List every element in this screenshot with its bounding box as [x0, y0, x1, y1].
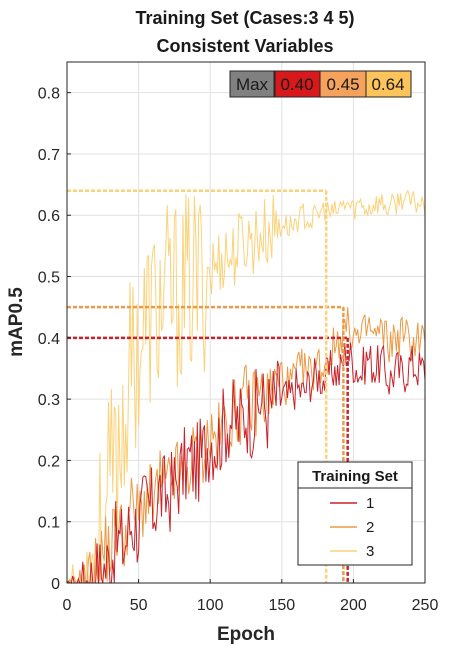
y-tick-label: 0.2 [38, 453, 60, 470]
chart-title-line1: Training Set (Cases:3 4 5) [135, 8, 354, 28]
max-value-cell-1 [274, 70, 321, 98]
y-axis-label: mAP0.5 [6, 287, 27, 357]
tick-layer: 0 0.1 0.2 0.3 0.4 0.5 0.6 0.7 0.8 0 50 100 150 200 250 [38, 86, 439, 614]
legend: Training Set 1 2 3 [297, 461, 413, 566]
max-value-3: 0.64 [371, 75, 404, 94]
grid-layer [66, 62, 426, 584]
max-value-cell-3 [365, 70, 412, 98]
legend-entry-1: 1 [366, 495, 374, 512]
max-value-cell-2 [319, 70, 367, 98]
series-line-1 [66, 342, 426, 584]
y-tick-label: 0.8 [38, 86, 60, 103]
y-tick-label: 0.4 [38, 331, 60, 348]
max-label: Max [236, 75, 269, 94]
legend-title: Training Set [312, 468, 398, 485]
series-line-3 [67, 189, 426, 584]
x-tick-label: 150 [268, 597, 295, 614]
y-tick-label: 0.3 [38, 392, 60, 409]
max-value-2: 0.45 [326, 75, 359, 94]
legend-entry-2: 2 [366, 519, 374, 536]
x-tick-label: 50 [130, 597, 148, 614]
max-summary-box: Max 0.40 0.45 0.64 [229, 70, 412, 98]
y-tick-label: 0 [51, 576, 60, 593]
x-tick-label: 100 [197, 597, 224, 614]
legend-box [297, 461, 413, 566]
x-tick-label: 0 [63, 597, 72, 614]
chart-title-line2: Consistent Variables [156, 36, 333, 56]
legend-entry-3: 3 [366, 543, 374, 560]
x-tick-label: 250 [412, 597, 439, 614]
y-tick-label: 0.1 [38, 515, 60, 532]
plot-frame [66, 61, 426, 584]
max-label-cell [229, 70, 275, 98]
y-tick-label: 0.7 [38, 147, 60, 164]
y-tick-label: 0.6 [38, 208, 60, 225]
y-tick-label: 0.5 [38, 270, 60, 287]
x-axis-label: Epoch [217, 624, 275, 645]
max-value-1: 0.40 [280, 75, 313, 94]
x-tick-label: 200 [340, 597, 367, 614]
series-layer [66, 189, 426, 585]
